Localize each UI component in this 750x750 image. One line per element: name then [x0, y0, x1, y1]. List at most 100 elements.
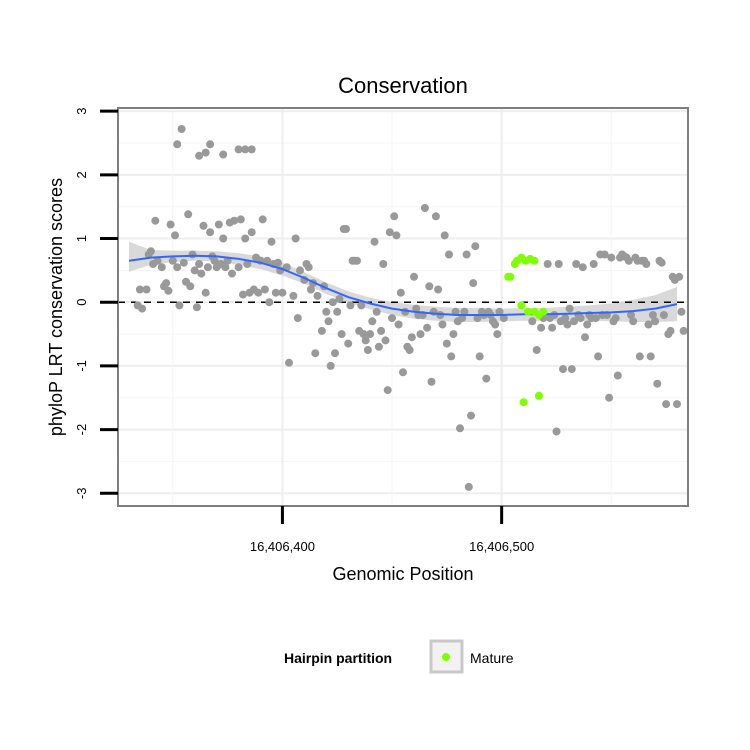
data-point-other [467, 411, 475, 420]
data-point-other [445, 250, 453, 259]
data-point-other [646, 352, 655, 361]
data-point-other [353, 256, 361, 265]
data-point-other [495, 307, 504, 316]
data-point-other [410, 272, 418, 281]
data-point-other [532, 346, 541, 354]
data-point-other [247, 228, 256, 237]
data-point-other [271, 288, 280, 297]
data-point-other [425, 282, 434, 291]
data-point-other [304, 263, 313, 272]
data-point-other [291, 234, 300, 243]
data-point-other [469, 279, 478, 288]
data-point-other [317, 326, 326, 335]
y-tick-label: -1 [74, 360, 89, 372]
data-point-other [322, 307, 331, 316]
data-point-other [594, 352, 603, 361]
data-point-other [331, 349, 339, 358]
data-point-other [210, 256, 219, 265]
data-point-other [142, 285, 151, 294]
data-point-other [460, 307, 469, 316]
data-point-other [326, 361, 335, 370]
data-point-other [475, 352, 484, 361]
y-tick-label: 3 [74, 108, 89, 115]
data-point-mature [519, 398, 528, 407]
data-point-other [642, 260, 651, 268]
data-point-other [366, 330, 375, 339]
y-axis-title: phyloP LRT conservation scores [46, 178, 66, 436]
data-point-other [146, 247, 155, 256]
data-point-other [567, 365, 576, 374]
data-point-other [607, 253, 616, 262]
data-point-other [359, 330, 368, 339]
data-point-other [296, 266, 304, 275]
data-point-other [201, 148, 210, 157]
data-point-other [361, 336, 370, 345]
data-point-other [214, 220, 223, 229]
data-point-other [458, 314, 467, 323]
data-point-other [635, 352, 644, 361]
data-point-other [363, 346, 372, 354]
data-point-other [258, 215, 267, 224]
data-point-other [613, 371, 622, 380]
data-point-other [666, 326, 675, 335]
data-point-other [491, 320, 500, 329]
data-point-other [629, 317, 638, 326]
data-point-other [559, 365, 567, 374]
data-point-other [153, 256, 162, 265]
data-point-other [243, 260, 252, 268]
data-point-other [278, 288, 287, 297]
x-tick-label: 16,406,500 [469, 539, 534, 554]
data-point-other [648, 311, 657, 319]
data-point-other [600, 250, 609, 259]
data-point-other [190, 266, 199, 275]
data-point-other [234, 145, 243, 154]
data-point-other [659, 311, 668, 319]
data-point-other [377, 326, 386, 335]
data-point-other [576, 314, 585, 323]
x-axis-title: Genomic Position [332, 564, 473, 584]
data-point-other [464, 482, 473, 491]
data-point-other [138, 304, 147, 313]
data-point-other [399, 368, 407, 377]
data-point-other [342, 225, 350, 233]
data-point-other [173, 263, 182, 272]
data-point-other [416, 330, 425, 339]
data-point-other [611, 314, 620, 323]
data-point-other [197, 269, 206, 278]
data-point-other [624, 256, 633, 265]
data-point-other [383, 386, 392, 395]
data-point-other [552, 427, 561, 436]
data-point-other [368, 317, 377, 326]
data-point-other [405, 346, 414, 354]
smooth-trend-line [128, 254, 678, 316]
data-point-other [263, 256, 272, 265]
data-point-other [449, 330, 458, 339]
data-point-other [673, 400, 681, 409]
data-point-other [254, 288, 263, 297]
y-tick-label: -3 [74, 488, 89, 500]
data-point-other [241, 145, 250, 154]
data-point-mature [534, 391, 543, 400]
data-point-other [324, 317, 333, 326]
data-point-other [570, 317, 578, 326]
data-point-other [572, 260, 581, 268]
x-tick-label: 16,406,400 [250, 539, 315, 554]
data-point-other [605, 393, 614, 402]
data-point-other [679, 326, 688, 335]
data-point-other [241, 234, 250, 243]
data-point-other [548, 323, 557, 332]
data-point-other [473, 314, 482, 323]
panel-border [117, 107, 689, 507]
data-point-other [206, 228, 215, 237]
data-point-other [234, 263, 243, 272]
data-point-other [306, 285, 315, 294]
data-point-other [396, 288, 405, 297]
data-point-other [247, 145, 256, 154]
data-point-mature [506, 272, 515, 281]
data-point-other [337, 330, 346, 339]
data-point-other [311, 349, 320, 358]
data-point-other [651, 317, 660, 326]
data-point-other [203, 263, 212, 272]
data-point-other [135, 285, 144, 294]
